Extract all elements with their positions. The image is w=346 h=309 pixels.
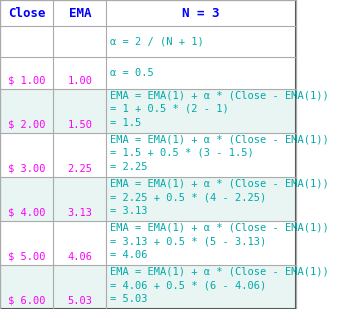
Text: = 1 + 0.5 * (2 - 1): = 1 + 0.5 * (2 - 1) xyxy=(110,104,229,114)
Bar xyxy=(0,133,295,177)
Text: EMA = EMA(1) + α * (Close - EMA(1)): EMA = EMA(1) + α * (Close - EMA(1)) xyxy=(110,90,329,100)
Text: 2.25: 2.25 xyxy=(67,164,92,174)
Text: = 5.03: = 5.03 xyxy=(110,294,147,304)
Text: 1.00: 1.00 xyxy=(67,76,92,86)
Text: $ 4.00: $ 4.00 xyxy=(8,208,45,218)
Text: = 3.13: = 3.13 xyxy=(110,206,147,216)
Text: α = 0.5: α = 0.5 xyxy=(110,68,154,78)
Text: 1.50: 1.50 xyxy=(67,120,92,130)
Text: EMA = EMA(1) + α * (Close - EMA(1)): EMA = EMA(1) + α * (Close - EMA(1)) xyxy=(110,222,329,232)
Text: $ 3.00: $ 3.00 xyxy=(8,164,45,174)
Text: EMA = EMA(1) + α * (Close - EMA(1)): EMA = EMA(1) + α * (Close - EMA(1)) xyxy=(110,178,329,188)
Text: 3.13: 3.13 xyxy=(67,208,92,218)
Bar xyxy=(0,177,295,221)
Text: 5.03: 5.03 xyxy=(67,296,92,306)
Bar xyxy=(0,0,295,26)
Text: EMA: EMA xyxy=(69,6,91,20)
Bar xyxy=(0,89,295,133)
Text: $ 6.00: $ 6.00 xyxy=(8,296,45,306)
Text: = 2.25: = 2.25 xyxy=(110,162,147,171)
Text: = 4.06: = 4.06 xyxy=(110,250,147,260)
Text: $ 2.00: $ 2.00 xyxy=(8,120,45,130)
Bar xyxy=(0,57,295,89)
Text: $ 1.00: $ 1.00 xyxy=(8,76,45,86)
Text: = 1.5 + 0.5 * (3 - 1.5): = 1.5 + 0.5 * (3 - 1.5) xyxy=(110,148,254,158)
Text: = 4.06 + 0.5 * (6 - 4.06): = 4.06 + 0.5 * (6 - 4.06) xyxy=(110,280,266,290)
Bar xyxy=(0,265,295,309)
Text: Close: Close xyxy=(8,6,45,20)
Text: N = 3: N = 3 xyxy=(182,6,220,20)
Bar xyxy=(0,26,295,57)
Text: = 2.25 + 0.5 * (4 - 2.25): = 2.25 + 0.5 * (4 - 2.25) xyxy=(110,192,266,202)
Text: = 1.5: = 1.5 xyxy=(110,117,141,128)
Bar xyxy=(0,221,295,265)
Text: EMA = EMA(1) + α * (Close - EMA(1)): EMA = EMA(1) + α * (Close - EMA(1)) xyxy=(110,134,329,144)
Text: 4.06: 4.06 xyxy=(67,252,92,262)
Text: $ 5.00: $ 5.00 xyxy=(8,252,45,262)
Text: α = 2 / (N + 1): α = 2 / (N + 1) xyxy=(110,37,204,47)
Text: = 3.13 + 0.5 * (5 - 3.13): = 3.13 + 0.5 * (5 - 3.13) xyxy=(110,236,266,246)
Text: EMA = EMA(1) + α * (Close - EMA(1)): EMA = EMA(1) + α * (Close - EMA(1)) xyxy=(110,267,329,277)
